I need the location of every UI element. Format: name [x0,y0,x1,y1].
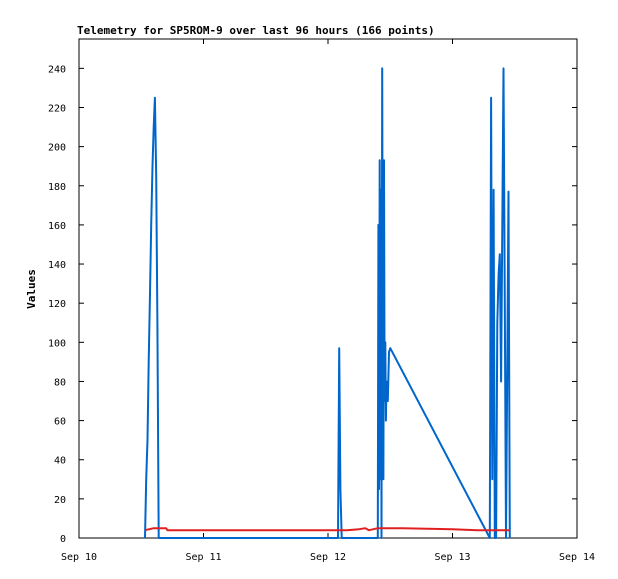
x-tick-label: Sep 12 [310,552,346,563]
y-tick-label: 140 [48,260,66,271]
x-tick-label: Sep 14 [559,552,595,563]
y-tick-label: 200 [48,143,66,154]
y-tick-label: 120 [48,299,66,310]
series-layer [144,67,511,539]
x-tick-label: Sep 11 [185,552,221,563]
series-line-2 [144,527,510,532]
y-tick-label: 80 [54,377,66,388]
y-tick-label: 240 [48,64,66,75]
y-tick-label: 180 [48,182,66,193]
y-tick-label: 40 [54,456,66,467]
x-tick-label: Sep 10 [61,552,97,563]
y-tick-label: 220 [48,103,66,114]
y-axis-label: Values [25,269,38,309]
x-tick-label: Sep 13 [434,552,470,563]
y-tick-label: 160 [48,221,66,232]
y-tick-label: 0 [60,534,66,545]
chart-title: Telemetry for SP5ROM-9 over last 96 hour… [77,24,435,37]
series-line-1 [144,67,511,539]
y-tick-label: 60 [54,417,66,428]
y-tick-label: 20 [54,495,66,506]
y-tick-label: 100 [48,338,66,349]
y-axis-ticks: 0 20 40 60 80 100 120 140 160 180 200 220 240 [48,64,577,545]
x-axis-ticks: Sep 10 Sep 11 Sep 12 Sep 13 Sep 14 [61,39,595,563]
